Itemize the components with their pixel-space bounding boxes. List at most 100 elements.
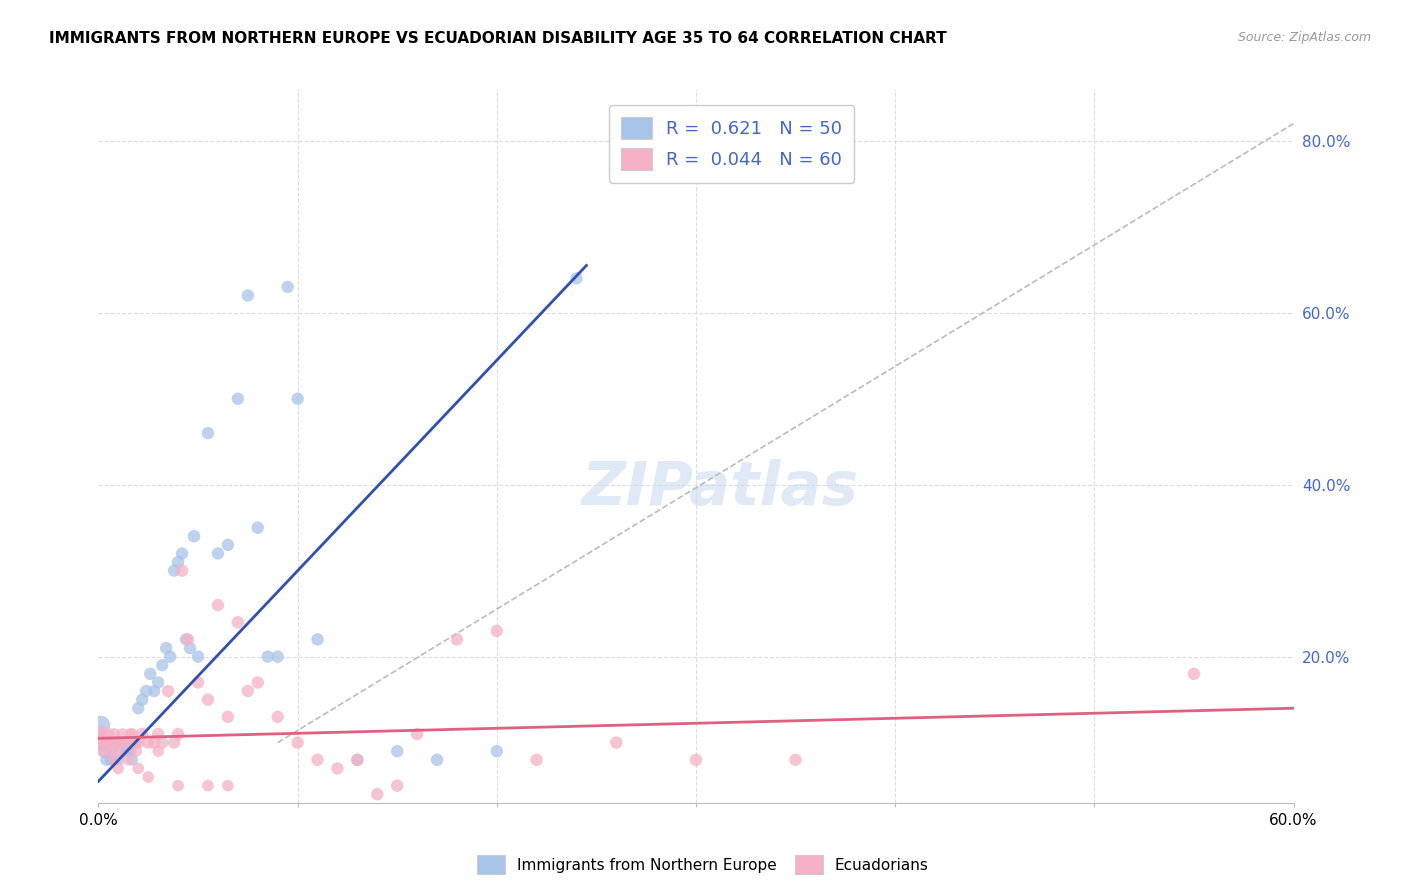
Point bbox=[385, 744, 409, 758]
Point bbox=[246, 521, 269, 535]
Point bbox=[187, 675, 209, 690]
Point bbox=[97, 727, 120, 741]
Point bbox=[159, 649, 181, 664]
Point bbox=[131, 727, 153, 741]
Point bbox=[446, 632, 468, 647]
Text: Source: ZipAtlas.com: Source: ZipAtlas.com bbox=[1237, 31, 1371, 45]
Point bbox=[124, 736, 146, 750]
Point bbox=[217, 538, 239, 552]
Point bbox=[366, 787, 388, 801]
Point bbox=[163, 564, 186, 578]
Point bbox=[143, 736, 166, 750]
Point bbox=[136, 736, 159, 750]
Point bbox=[148, 727, 170, 741]
Point bbox=[1182, 666, 1205, 681]
Point bbox=[93, 744, 115, 758]
Point bbox=[785, 753, 807, 767]
Point bbox=[103, 727, 125, 741]
Point bbox=[111, 727, 134, 741]
Point bbox=[150, 658, 173, 673]
Point bbox=[96, 753, 118, 767]
Point bbox=[177, 632, 200, 647]
Point bbox=[346, 753, 368, 767]
Point bbox=[110, 736, 132, 750]
Point bbox=[117, 744, 139, 758]
Point bbox=[174, 632, 197, 647]
Point bbox=[197, 426, 219, 441]
Point bbox=[485, 744, 508, 758]
Point bbox=[93, 744, 115, 758]
Point bbox=[246, 675, 269, 690]
Point bbox=[112, 744, 135, 758]
Point bbox=[121, 753, 143, 767]
Point bbox=[207, 546, 229, 560]
Point bbox=[105, 736, 128, 750]
Point bbox=[121, 727, 143, 741]
Point bbox=[135, 684, 157, 698]
Point bbox=[117, 736, 139, 750]
Point bbox=[172, 564, 194, 578]
Point bbox=[89, 718, 111, 732]
Point bbox=[326, 761, 349, 775]
Legend: R =  0.621   N = 50, R =  0.044   N = 60: R = 0.621 N = 50, R = 0.044 N = 60 bbox=[609, 105, 855, 183]
Point bbox=[124, 736, 146, 750]
Point bbox=[346, 753, 368, 767]
Point bbox=[207, 598, 229, 612]
Point bbox=[111, 736, 134, 750]
Point bbox=[217, 779, 239, 793]
Point bbox=[125, 744, 148, 758]
Point bbox=[267, 710, 290, 724]
Point bbox=[307, 632, 329, 647]
Point bbox=[526, 753, 548, 767]
Point bbox=[110, 736, 132, 750]
Point bbox=[685, 753, 707, 767]
Point bbox=[236, 684, 259, 698]
Point bbox=[101, 744, 124, 758]
Point bbox=[226, 615, 249, 630]
Point bbox=[155, 641, 177, 656]
Point bbox=[100, 736, 122, 750]
Text: ZIPatlas: ZIPatlas bbox=[581, 459, 859, 518]
Point bbox=[107, 753, 129, 767]
Point bbox=[125, 736, 148, 750]
Point bbox=[139, 666, 162, 681]
Point bbox=[287, 736, 309, 750]
Point bbox=[406, 727, 429, 741]
Point bbox=[485, 624, 508, 638]
Point bbox=[256, 649, 278, 664]
Point bbox=[117, 753, 139, 767]
Point bbox=[605, 736, 627, 750]
Point bbox=[120, 727, 142, 741]
Point bbox=[127, 736, 149, 750]
Point bbox=[163, 736, 186, 750]
Point bbox=[267, 649, 290, 664]
Legend: Immigrants from Northern Europe, Ecuadorians: Immigrants from Northern Europe, Ecuador… bbox=[471, 849, 935, 880]
Point bbox=[157, 684, 180, 698]
Point bbox=[112, 736, 135, 750]
Point bbox=[197, 779, 219, 793]
Point bbox=[91, 736, 114, 750]
Point bbox=[197, 692, 219, 706]
Point bbox=[167, 555, 190, 569]
Point bbox=[217, 710, 239, 724]
Point bbox=[167, 727, 190, 741]
Point bbox=[97, 736, 120, 750]
Point bbox=[143, 684, 166, 698]
Point bbox=[385, 779, 409, 793]
Point bbox=[183, 529, 205, 543]
Point bbox=[103, 753, 125, 767]
Point bbox=[120, 744, 142, 758]
Point bbox=[127, 701, 149, 715]
Point bbox=[226, 392, 249, 406]
Point bbox=[91, 736, 114, 750]
Point bbox=[148, 744, 170, 758]
Point bbox=[89, 727, 111, 741]
Point bbox=[136, 770, 159, 784]
Point bbox=[179, 641, 201, 656]
Point bbox=[172, 546, 194, 560]
Point bbox=[187, 649, 209, 664]
Point bbox=[103, 753, 125, 767]
Point bbox=[96, 736, 118, 750]
Point bbox=[277, 280, 299, 294]
Point bbox=[565, 271, 588, 285]
